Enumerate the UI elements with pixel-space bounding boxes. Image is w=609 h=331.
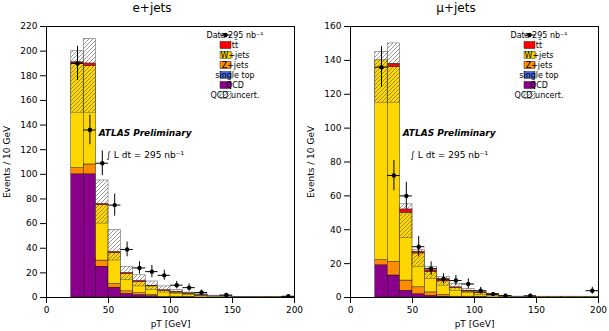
svg-text:0: 0 (348, 305, 354, 315)
svg-text:160: 160 (324, 21, 341, 31)
svg-text:60: 60 (26, 218, 38, 228)
svg-text:140: 140 (324, 55, 341, 65)
svg-text:40: 40 (330, 225, 342, 235)
svg-text:QCD: QCD (226, 81, 244, 90)
svg-text:ATLAS Preliminary: ATLAS Preliminary (402, 128, 497, 138)
svg-text:Events / 10 GeV: Events / 10 GeV (306, 125, 316, 198)
svg-text:W+jets: W+jets (220, 51, 249, 60)
svg-text:100: 100 (466, 305, 483, 315)
svg-text:200: 200 (590, 305, 607, 315)
svg-text:120: 120 (20, 145, 37, 155)
svg-text:120: 120 (324, 89, 341, 99)
svg-text:100: 100 (20, 169, 37, 179)
svg-text:220: 220 (20, 21, 37, 31)
svg-text:180: 180 (20, 71, 37, 81)
svg-text:200: 200 (286, 305, 303, 315)
html-text:e+jets: e+jets (132, 1, 172, 15)
svg-text:Events / 10 GeV: Events / 10 GeV (2, 125, 12, 198)
svg-text:20: 20 (330, 259, 342, 269)
html-text:μ+jets: μ+jets (436, 1, 476, 15)
svg-text:QCD: QCD (530, 81, 548, 90)
svg-text:50: 50 (103, 305, 115, 315)
svg-text:QCD uncert.: QCD uncert. (210, 91, 259, 100)
svg-text:single top: single top (519, 71, 558, 80)
svg-text:40: 40 (26, 243, 38, 253)
svg-text:pT [GeV]: pT [GeV] (455, 319, 495, 329)
svg-text:100: 100 (162, 305, 179, 315)
svg-text:tt̄: tt̄ (536, 39, 542, 49)
svg-text:Data 295 nb⁻¹: Data 295 nb⁻¹ (510, 31, 567, 40)
svg-text:150: 150 (224, 305, 241, 315)
svg-text:tt̄: tt̄ (232, 39, 238, 49)
svg-text:QCD uncert.: QCD uncert. (514, 91, 563, 100)
svg-text:pT [GeV]: pT [GeV] (151, 319, 191, 329)
svg-text:100: 100 (324, 123, 341, 133)
svg-text:W+jets: W+jets (524, 51, 553, 60)
svg-text:0: 0 (336, 292, 342, 302)
svg-text:200: 200 (20, 46, 37, 56)
svg-text:Data 295 nb⁻¹: Data 295 nb⁻¹ (206, 31, 263, 40)
svg-text:50: 50 (407, 305, 419, 315)
svg-text:0: 0 (44, 305, 50, 315)
svg-text:80: 80 (26, 194, 38, 204)
svg-text:∫ L dt = 295 nb⁻¹: ∫ L dt = 295 nb⁻¹ (106, 150, 184, 160)
svg-text:140: 140 (20, 120, 37, 130)
svg-text:ATLAS Preliminary: ATLAS Preliminary (98, 128, 193, 138)
svg-text:∫ L dt = 295 nb⁻¹: ∫ L dt = 295 nb⁻¹ (410, 150, 488, 160)
svg-text:Z+jets: Z+jets (526, 61, 553, 70)
svg-text:150: 150 (528, 305, 545, 315)
svg-text:single top: single top (215, 71, 254, 80)
svg-text:0: 0 (32, 292, 38, 302)
svg-text:80: 80 (330, 157, 342, 167)
svg-text:160: 160 (20, 95, 37, 105)
svg-text:Z+jets: Z+jets (222, 61, 249, 70)
svg-text:20: 20 (26, 268, 38, 278)
svg-text:60: 60 (330, 191, 342, 201)
